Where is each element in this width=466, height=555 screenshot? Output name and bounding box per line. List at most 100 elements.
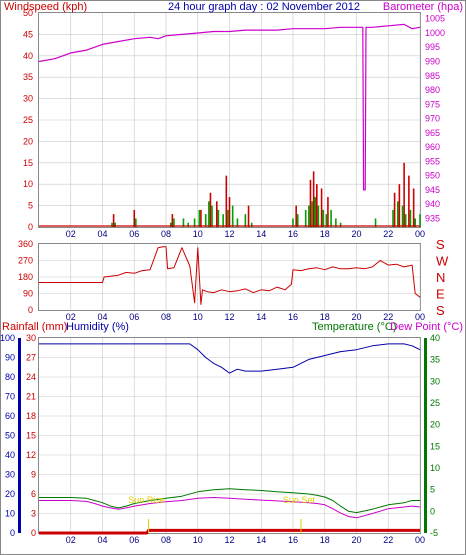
direction-tick-label: 180: [18, 272, 33, 282]
x-tick-label: 06: [129, 312, 139, 322]
x-tick-label: 20: [351, 535, 361, 545]
x-tick-label: 02: [66, 229, 76, 239]
temperature-axis-bar: [424, 338, 427, 533]
humidity-tick-label: 90: [5, 353, 15, 363]
humidity-tick-label: 10: [5, 509, 15, 519]
barometer-line: [38, 23, 421, 191]
x-tick-label: 04: [97, 229, 107, 239]
rain-tick-label: 30: [26, 333, 36, 343]
humidity-tick-label: 80: [5, 372, 15, 382]
wind-tick-label: 25: [23, 115, 33, 125]
x-tick-label: 04: [97, 535, 107, 545]
x-tick-label: 10: [193, 312, 203, 322]
x-tick-label: 18: [320, 535, 330, 545]
x-tick-label: 04: [97, 312, 107, 322]
rainfall-line: [39, 528, 420, 535]
rain-tick-label: 24: [26, 372, 36, 382]
direction-tick-label: 360: [18, 239, 33, 249]
compass-point-label: N: [436, 270, 445, 285]
baro-tick-label: 945: [425, 185, 440, 195]
x-tick-label: 18: [320, 229, 330, 239]
compass-point-label: W: [436, 254, 449, 269]
temperature-tick-label: 10: [430, 463, 440, 473]
temperature-label: Temperature (°C): [312, 321, 396, 333]
direction-frame: [38, 243, 421, 311]
humidity-tick-label: 30: [5, 470, 15, 480]
direction-tick-label: 270: [18, 256, 33, 266]
x-tick-label: 12: [224, 229, 234, 239]
rain-tick-label: 12: [26, 450, 36, 460]
x-tick-label: 14: [256, 312, 266, 322]
dewpoint-label: Dew Point (°C): [390, 321, 463, 333]
baro-tick-label: 995: [425, 42, 440, 52]
x-tick-label: 08: [161, 229, 171, 239]
baro-tick-label: 975: [425, 99, 440, 109]
dewpoint-line: [39, 497, 421, 519]
rain-tick-label: 21: [26, 392, 36, 402]
baro-tick-label: 985: [425, 71, 440, 81]
baro-tick-label: 955: [425, 156, 440, 166]
x-tick-label: 16: [288, 229, 298, 239]
baro-tick-label: 940: [425, 199, 440, 209]
baro-tick-label: 1005: [425, 14, 445, 24]
windspeed-label: Windspeed (kph): [4, 1, 87, 13]
x-tick-label: 22: [383, 535, 393, 545]
x-tick-label: 08: [161, 535, 171, 545]
x-tick-label: 12: [224, 312, 234, 322]
x-tick-label: 00: [415, 229, 425, 239]
temperature-tick-label: 40: [430, 333, 440, 343]
wind-tick-label: 35: [23, 72, 33, 82]
baro-tick-label: 960: [425, 142, 440, 152]
humidity-tick-label: 70: [5, 392, 15, 402]
page-title: 24 hour graph day : 02 November 2012: [168, 1, 360, 13]
humidity-tick-label: 0: [10, 528, 15, 538]
temperature-tick-label: 35: [430, 355, 440, 365]
compass-point-label: S: [436, 303, 445, 318]
x-tick-label: 06: [129, 535, 139, 545]
x-tick-label: 08: [161, 312, 171, 322]
wind-tick-label: 15: [23, 158, 33, 168]
temperature-tick-label: 15: [430, 441, 440, 451]
barometer-label: Barometer (hpa): [383, 1, 463, 13]
wind-tick-label: 10: [23, 179, 33, 189]
x-tick-label: 14: [256, 229, 266, 239]
temperature-line: [39, 488, 420, 514]
rain-tick-label: 27: [26, 353, 36, 363]
wind-baro-frame: [38, 12, 421, 228]
temperature-tick-label: 0: [430, 506, 435, 516]
x-tick-label: 12: [224, 535, 234, 545]
x-tick-label: 10: [193, 535, 203, 545]
humidity-label: Humidity (%): [66, 321, 129, 333]
x-tick-label: 18: [320, 312, 330, 322]
x-tick-label: 10: [193, 229, 203, 239]
wind-direction-line: [39, 246, 421, 305]
x-tick-label: 20: [351, 229, 361, 239]
x-tick-label: 00: [415, 312, 425, 322]
wind-tick-label: 5: [28, 201, 33, 211]
rain-tick-label: 18: [26, 411, 36, 421]
rain-tick-label: 3: [31, 509, 36, 519]
wind-tick-label: 45: [23, 29, 33, 39]
wind-tick-label: 0: [28, 222, 33, 232]
baro-tick-label: 935: [425, 213, 440, 223]
baro-tick-label: 965: [425, 128, 440, 138]
sunrise-label: Sun Rise: [128, 495, 165, 505]
wind-tick-label: 30: [23, 94, 33, 104]
x-tick-label: 00: [415, 535, 425, 545]
humidity-line: [39, 343, 421, 374]
sunset-label: Sun Set: [283, 495, 316, 505]
wind-tick-label: 50: [23, 8, 33, 18]
x-tick-label: 16: [288, 535, 298, 545]
humidity-tick-label: 40: [5, 450, 15, 460]
humidity-tick-label: 50: [5, 431, 15, 441]
temperature-tick-label: 25: [430, 398, 440, 408]
x-tick-label: 02: [66, 535, 76, 545]
x-tick-label: 22: [383, 312, 393, 322]
compass-point-label: S: [436, 237, 445, 252]
rain-tick-label: 0: [31, 528, 36, 538]
humidity-axis-bar: [18, 338, 21, 533]
direction-tick-label: 0: [28, 305, 33, 315]
wind-tick-label: 40: [23, 51, 33, 61]
baro-tick-label: 990: [425, 57, 440, 67]
